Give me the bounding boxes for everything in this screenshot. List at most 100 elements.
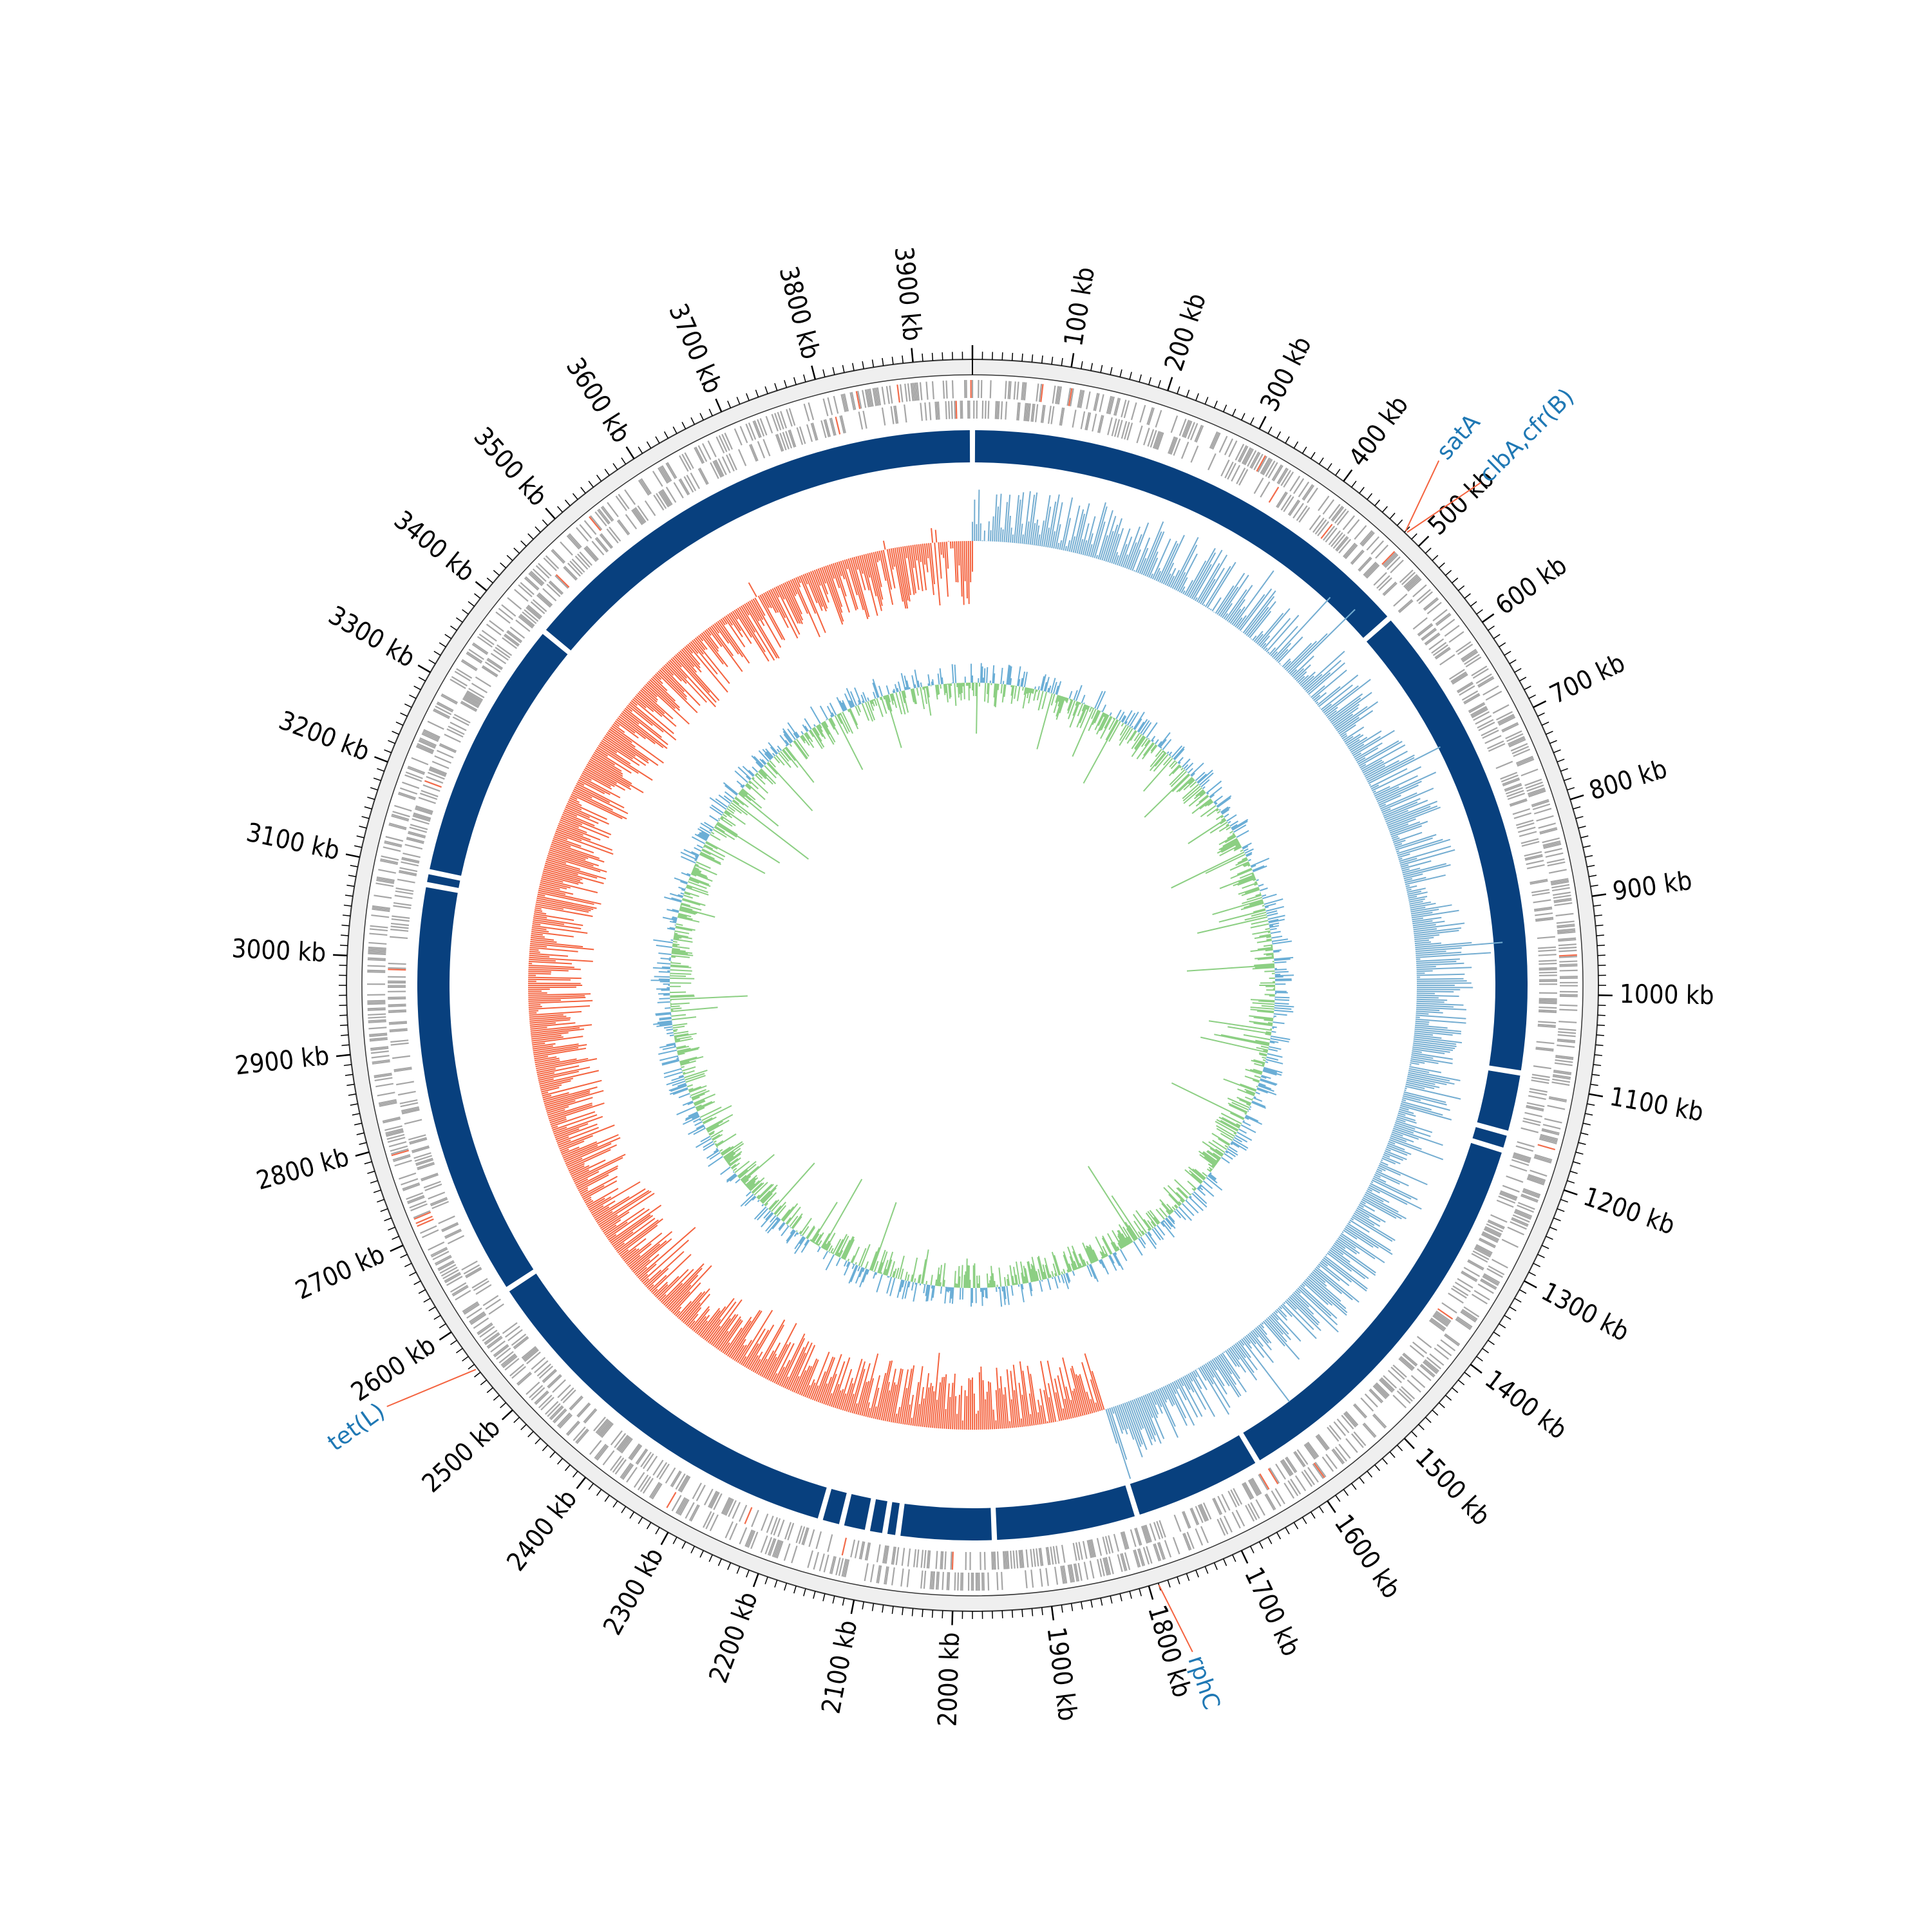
cds-feature	[450, 678, 466, 689]
cds-feature	[501, 1354, 517, 1367]
cds-feature	[402, 1184, 421, 1191]
cds-feature	[784, 1522, 792, 1540]
cds-feature	[395, 887, 414, 892]
minor-tick	[1445, 570, 1452, 576]
cds-feature	[598, 1420, 611, 1435]
minor-tick	[480, 1379, 488, 1386]
minor-tick	[1457, 585, 1465, 591]
cds-feature	[717, 458, 727, 475]
cds-feature	[1113, 1533, 1119, 1552]
cds-feature	[502, 1322, 518, 1334]
cds-feature	[1524, 854, 1543, 860]
cds-feature	[1139, 1548, 1146, 1566]
cds-feature	[1099, 394, 1104, 412]
cds-feature	[1478, 1238, 1495, 1249]
cds-feature	[574, 555, 589, 570]
minor-tick	[1090, 363, 1093, 371]
cds-feature	[923, 1549, 927, 1569]
cds-feature	[1021, 382, 1024, 401]
cds-feature	[549, 1405, 563, 1419]
minor-tick	[612, 463, 618, 470]
cds-feature	[493, 1343, 509, 1356]
cds-feature	[583, 547, 597, 562]
cds-feature	[1510, 799, 1528, 807]
cds-feature	[785, 431, 793, 449]
cds-feature	[1519, 831, 1537, 837]
cds-feature	[697, 445, 708, 462]
cds-feature	[1401, 571, 1416, 585]
cds-feature	[1486, 1267, 1503, 1278]
cds-feature	[1444, 1334, 1459, 1347]
cds-feature	[862, 410, 867, 429]
cds-feature	[635, 1448, 647, 1464]
cds-feature	[1437, 1308, 1454, 1320]
cds-feature	[1535, 918, 1554, 922]
cds-feature	[428, 769, 446, 777]
cds-feature	[528, 573, 543, 587]
cds-feature	[367, 1003, 386, 1005]
cds-feature	[824, 419, 831, 437]
minor-tick	[1258, 1541, 1264, 1549]
cds-feature	[1525, 855, 1543, 861]
minor-tick	[1457, 1379, 1465, 1386]
cds-feature	[656, 1462, 668, 1479]
cds-feature	[751, 1510, 759, 1528]
cds-feature	[1047, 406, 1052, 424]
cds-feature	[430, 766, 448, 775]
cds-feature	[388, 962, 406, 965]
cds-feature	[369, 1037, 388, 1041]
cds-feature	[1375, 544, 1389, 559]
cds-feature	[639, 1476, 652, 1492]
major-tick	[1564, 1189, 1578, 1196]
cds-feature	[1533, 899, 1551, 904]
cds-feature	[1155, 410, 1162, 428]
cds-feature	[551, 549, 565, 564]
cds-feature	[501, 604, 516, 617]
tick-label: 3200 kb	[275, 706, 374, 767]
minor-tick	[1213, 401, 1218, 408]
cds-feature	[519, 614, 535, 628]
cds-feature	[1558, 943, 1577, 947]
cds-feature	[935, 1571, 938, 1590]
cds-feature	[673, 482, 684, 498]
cds-feature	[1544, 848, 1562, 854]
cds-feature	[885, 1546, 889, 1564]
cds-feature	[393, 905, 412, 909]
cds-feature	[860, 1541, 866, 1560]
cds-feature	[401, 861, 419, 867]
cds-feature	[463, 697, 480, 707]
cds-feature	[379, 860, 398, 866]
cds-feature	[1195, 1528, 1204, 1546]
cds-feature	[1448, 1293, 1464, 1304]
cds-feature	[1431, 641, 1447, 654]
minor-tick	[1438, 562, 1445, 569]
tick-label: 2800 kb	[253, 1142, 352, 1196]
cds-feature	[1052, 385, 1056, 404]
minor-tick	[1351, 1483, 1357, 1490]
cds-feature	[722, 1497, 732, 1515]
minor-tick	[1285, 1527, 1290, 1535]
cds-feature	[1032, 404, 1036, 422]
major-tick	[1533, 700, 1547, 708]
cds-feature	[1086, 412, 1092, 431]
cds-feature	[486, 1336, 502, 1348]
cds-feature	[1306, 1442, 1318, 1458]
cds-feature	[1542, 840, 1561, 846]
cds-feature	[1507, 792, 1526, 800]
cds-feature	[494, 1345, 509, 1358]
cds-feature	[502, 637, 518, 649]
cds-feature	[694, 447, 704, 464]
tick-label: 600 kb	[1490, 551, 1573, 621]
cds-feature	[399, 867, 418, 873]
contig-segment	[427, 874, 460, 888]
minor-tick	[1438, 1402, 1445, 1408]
cds-feature	[1345, 1411, 1359, 1426]
cds-feature	[913, 1549, 916, 1567]
cds-feature	[1542, 837, 1560, 844]
cds-feature	[659, 466, 670, 483]
cds-feature	[712, 460, 722, 478]
cds-feature	[376, 876, 395, 882]
cds-feature	[401, 1109, 420, 1115]
minor-tick	[942, 1610, 943, 1618]
cds-feature	[757, 419, 765, 437]
